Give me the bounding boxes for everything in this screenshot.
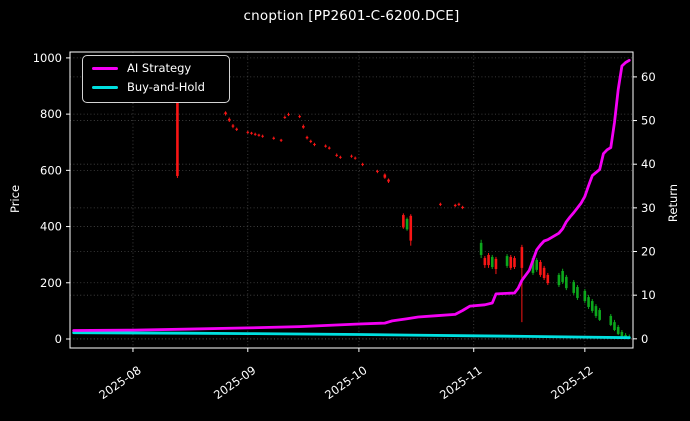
legend-item-ai-strategy: AI Strategy	[92, 61, 221, 76]
candle-body	[565, 276, 568, 289]
candle-body	[250, 132, 253, 134]
return-tick-label: 0	[641, 332, 648, 346]
candle-body	[313, 143, 316, 146]
candle-body	[513, 258, 516, 268]
return-tick-label: 40	[641, 157, 656, 171]
price-tick-label: 200	[40, 276, 62, 290]
buy-and-hold-line-sample	[92, 86, 118, 90]
candle-body	[235, 128, 238, 130]
legend: AI Strategy Buy-and-Hold	[82, 55, 230, 103]
price-tick-label: 0	[55, 332, 62, 346]
candle-body	[231, 125, 235, 127]
candle-body	[457, 203, 461, 205]
chart-title: cnoption [PP2601-C-6200.DCE]	[243, 8, 460, 24]
return-tick-label: 30	[641, 201, 656, 215]
candle-body	[572, 281, 576, 293]
price-tick-label: 1000	[33, 51, 62, 65]
candle-body	[227, 118, 231, 121]
candle-body	[479, 242, 483, 255]
candle-body	[539, 261, 542, 275]
ai-strategy-line-sample	[92, 67, 118, 71]
candle-body	[620, 331, 624, 337]
candle-body	[339, 156, 342, 158]
candle-body	[376, 170, 379, 173]
price-tick-label: 600	[40, 163, 62, 177]
candle-body	[272, 137, 276, 139]
candle-body	[261, 135, 264, 137]
candle-body	[309, 140, 313, 142]
ai-strategy-label: AI Strategy	[127, 61, 192, 75]
candle-body	[283, 116, 287, 118]
candle-body	[461, 206, 464, 209]
candle-body	[616, 326, 620, 334]
plot-border	[69, 51, 634, 349]
candle-body	[324, 145, 327, 147]
candle-body	[535, 260, 538, 270]
candle-body	[576, 287, 579, 298]
candle-body	[561, 270, 564, 282]
candle-body	[594, 306, 598, 316]
candle-body	[439, 203, 442, 205]
candle-body	[383, 174, 387, 178]
candle-body	[483, 258, 487, 266]
candle-body	[405, 218, 409, 230]
candle-body	[350, 155, 353, 157]
candle-body	[531, 258, 535, 273]
candle-body	[224, 112, 227, 115]
candle-body	[590, 301, 594, 311]
return-tick-label: 60	[641, 70, 656, 84]
candle-body	[279, 139, 283, 141]
candle-body	[361, 163, 364, 166]
x-tick-label: 2025-11	[437, 363, 484, 402]
candle-body	[542, 267, 546, 279]
candle-body	[583, 290, 587, 302]
price-tick-label: 800	[40, 107, 62, 121]
candle-body	[305, 136, 309, 139]
return-tick-label: 10	[641, 288, 656, 302]
candle-body	[302, 125, 305, 128]
candle-body	[520, 247, 524, 268]
axis-ticks	[66, 57, 637, 352]
ai-strategy-line	[72, 58, 631, 332]
candle-body	[546, 274, 550, 284]
price-tick-label: 400	[40, 220, 62, 234]
candle-body	[598, 310, 601, 320]
x-tick-label: 2025-10	[322, 363, 369, 402]
candle-body	[409, 215, 413, 241]
buy-and-hold-label: Buy-and-Hold	[127, 79, 205, 94]
candle-body	[505, 256, 509, 266]
candle-body	[176, 98, 179, 176]
candle-body	[253, 133, 257, 135]
candle-body	[353, 157, 357, 159]
candle-body	[494, 258, 498, 270]
candle-body	[327, 147, 331, 149]
tick-labels: 0 200 400 600 800 1000 0 10 20 30 40 50 60 2025-08 202…	[33, 51, 656, 402]
candle-body	[509, 256, 513, 268]
candle-body	[609, 315, 613, 325]
legend-item-buy-and-hold: Buy-and-Hold	[92, 79, 221, 95]
candle-body	[453, 204, 457, 207]
candle-body	[613, 322, 616, 331]
return-tick-label: 20	[641, 245, 656, 259]
candle-body	[557, 274, 561, 286]
candle-body	[287, 114, 290, 116]
buy-and-hold-line	[72, 331, 631, 340]
x-tick-label: 2025-12	[548, 363, 595, 402]
candle-body	[487, 254, 490, 266]
candle-body	[587, 297, 590, 307]
candle-body	[387, 179, 390, 182]
x-tick-label: 2025-08	[96, 363, 143, 402]
candle-body	[298, 116, 301, 118]
candle-body	[402, 215, 405, 228]
return-tick-label: 50	[641, 114, 656, 128]
candle-body	[335, 154, 338, 156]
candle-body	[246, 131, 250, 133]
price-candles	[176, 96, 631, 339]
candle-body	[257, 134, 261, 136]
x-tick-label: 2025-09	[211, 363, 258, 402]
candle-body	[490, 256, 494, 268]
